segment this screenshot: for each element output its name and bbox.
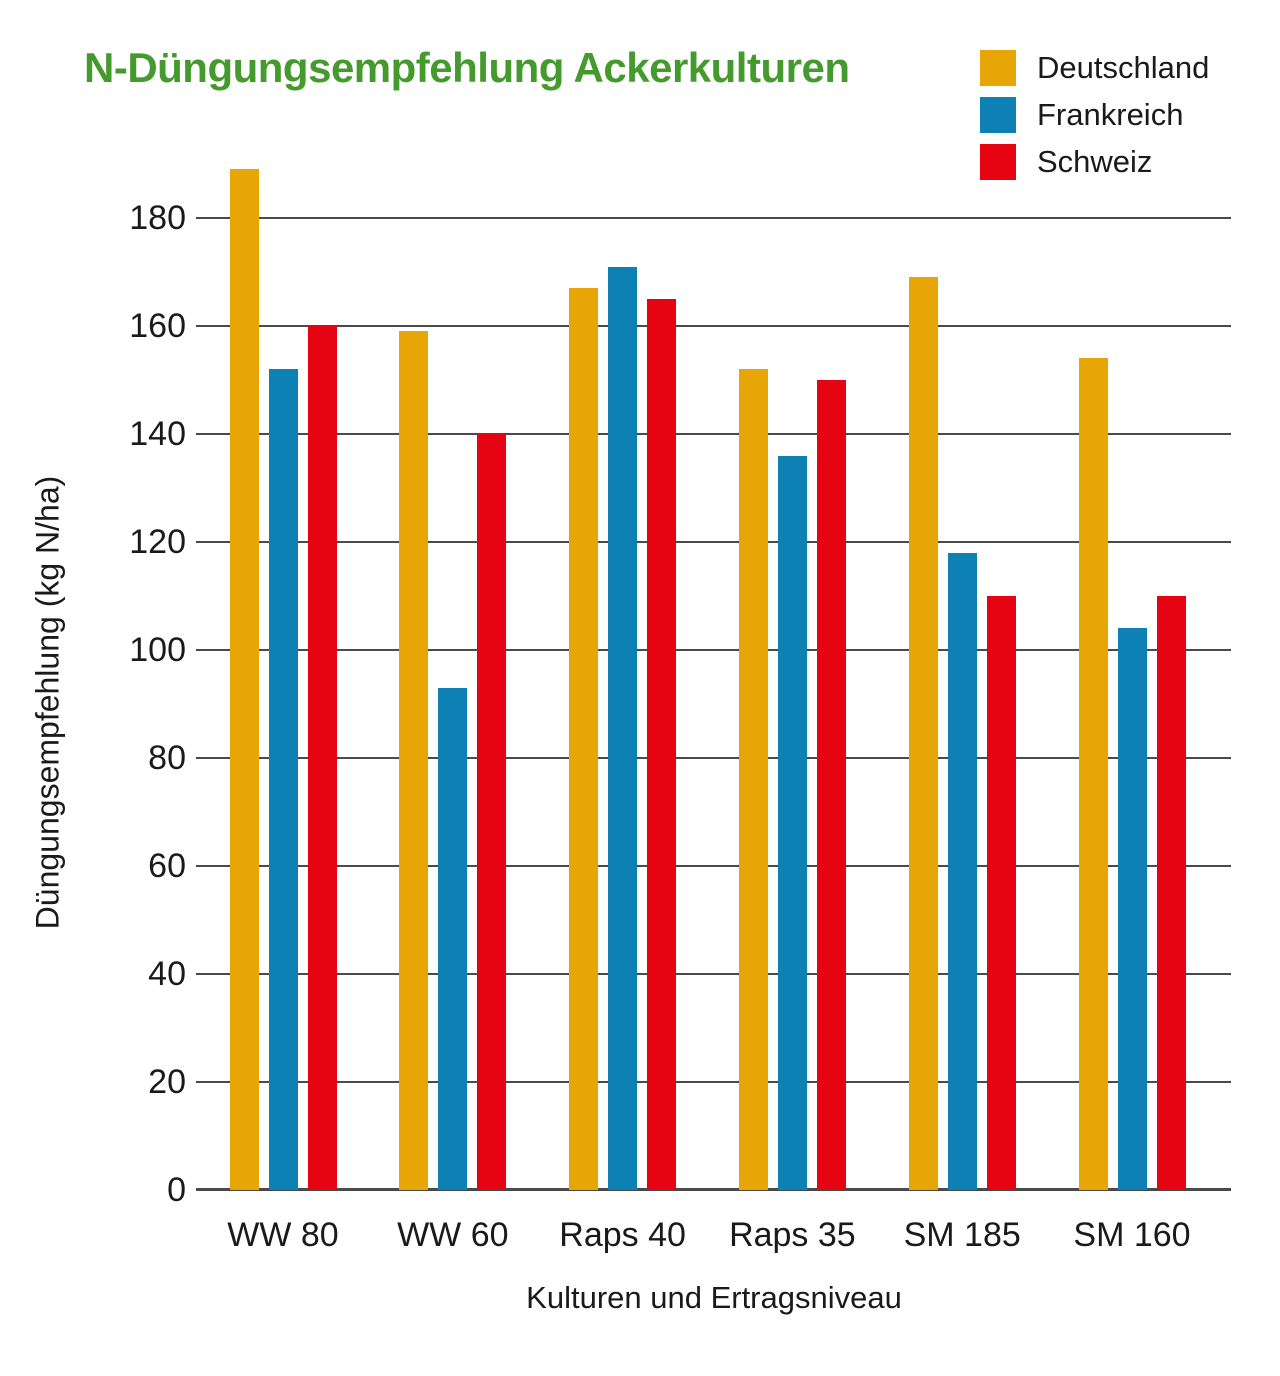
bar-frankreich-ww-80 <box>268 369 298 1190</box>
legend-label-schweiz: Schweiz <box>1037 144 1153 179</box>
y-tick-80: 80 <box>148 739 186 777</box>
gridline-140 <box>196 433 1231 435</box>
bar-frankreich-ww-60 <box>438 687 468 1190</box>
y-tick-120: 120 <box>129 523 186 561</box>
bar-frankreich-sm-185 <box>947 552 977 1190</box>
bar-schweiz-raps-35 <box>816 380 846 1190</box>
gridline-40 <box>196 973 1231 975</box>
legend-label-frankreich: Frankreich <box>1037 97 1184 132</box>
bar-deutschland-ww-80 <box>229 169 259 1190</box>
y-tick-160: 160 <box>129 307 186 345</box>
legend-label-deutschland: Deutschland <box>1037 50 1210 85</box>
gridline-120 <box>196 541 1231 543</box>
bar-deutschland-raps-40 <box>569 288 599 1190</box>
bar-schweiz-raps-40 <box>647 299 677 1190</box>
gridline-180 <box>196 217 1231 219</box>
legend-swatch-deutschland <box>980 50 1016 86</box>
legend-swatch-schweiz <box>980 144 1016 180</box>
x-tick-ww-60: WW 60 <box>397 1216 509 1254</box>
gridline-80 <box>196 757 1231 759</box>
bar-deutschland-ww-60 <box>399 331 429 1190</box>
bar-frankreich-raps-35 <box>777 455 807 1190</box>
bar-schweiz-sm-185 <box>986 596 1016 1190</box>
legend-swatch-frankreich <box>980 97 1016 133</box>
x-tick-raps-35: Raps 35 <box>729 1216 856 1254</box>
bar-schweiz-sm-160 <box>1156 596 1186 1190</box>
y-tick-140: 140 <box>129 415 186 453</box>
y-tick-20: 20 <box>148 1063 186 1101</box>
gridline-160 <box>196 325 1231 327</box>
x-axis-title: Kulturen und Ertragsniveau <box>526 1280 902 1315</box>
legend-item-frankreich: Frankreich <box>980 97 1209 133</box>
x-axis-baseline <box>196 1188 1231 1191</box>
x-tick-ww-80: WW 80 <box>227 1216 339 1254</box>
y-tick-40: 40 <box>148 955 186 993</box>
bar-deutschland-sm-185 <box>908 277 938 1190</box>
x-tick-sm-160: SM 160 <box>1073 1216 1191 1254</box>
bar-deutschland-raps-35 <box>738 369 768 1190</box>
legend-item-deutschland: Deutschland <box>980 50 1209 86</box>
legend-item-schweiz: Schweiz <box>980 144 1209 180</box>
gridline-100 <box>196 649 1231 651</box>
y-tick-60: 60 <box>148 847 186 885</box>
bar-schweiz-ww-60 <box>477 434 507 1190</box>
legend: Deutschland Frankreich Schweiz <box>980 50 1209 191</box>
bar-deutschland-sm-160 <box>1078 358 1108 1190</box>
chart-title: N-Düngungsempfehlung Ackerkulturen <box>84 44 850 91</box>
bar-frankreich-sm-160 <box>1117 628 1147 1190</box>
bar-frankreich-raps-40 <box>608 266 638 1190</box>
gridline-20 <box>196 1081 1231 1083</box>
x-tick-raps-40: Raps 40 <box>559 1216 686 1254</box>
y-tick-100: 100 <box>129 631 186 669</box>
x-tick-sm-185: SM 185 <box>903 1216 1021 1254</box>
bar-schweiz-ww-80 <box>307 326 337 1190</box>
y-tick-180: 180 <box>129 199 186 237</box>
gridline-60 <box>196 865 1231 867</box>
y-tick-0: 0 <box>167 1171 186 1209</box>
